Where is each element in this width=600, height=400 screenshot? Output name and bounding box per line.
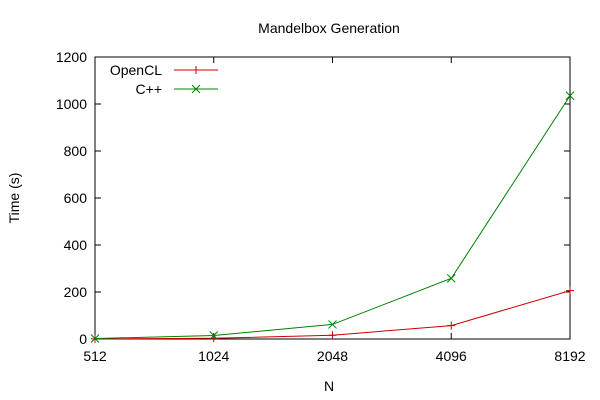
marker-stroke xyxy=(209,331,219,340)
series-line xyxy=(94,95,571,340)
plot-area-frame xyxy=(94,56,571,340)
y-tick-label: 0 xyxy=(79,331,87,347)
legend-marker xyxy=(192,66,200,74)
chart-title: Mandelbox Generation xyxy=(258,20,400,36)
data-point xyxy=(447,321,456,330)
legend-label: OpenCL xyxy=(110,62,162,78)
marker-stroke xyxy=(191,84,201,94)
data-point xyxy=(209,331,219,340)
marker-stroke xyxy=(446,274,456,283)
data-point xyxy=(565,91,575,101)
marker-stroke xyxy=(90,334,100,343)
y-tick-label: 800 xyxy=(64,143,88,159)
data-point xyxy=(90,334,100,343)
legend: OpenCL C++ xyxy=(110,62,218,97)
y-tick-label: 1000 xyxy=(56,96,87,112)
legend-marker xyxy=(191,84,201,94)
x-tick-label: 2048 xyxy=(317,348,348,364)
y-tick-label: 1200 xyxy=(56,49,87,65)
series-c xyxy=(90,91,575,343)
series-opencl xyxy=(91,286,574,343)
y-axis-label: Time (s) xyxy=(6,173,22,224)
legend-label: C++ xyxy=(136,81,162,97)
x-axis-label: N xyxy=(324,378,334,394)
x-tick-label: 4096 xyxy=(436,348,467,364)
data-point xyxy=(446,274,456,283)
x-tick-label: 8192 xyxy=(554,348,585,364)
y-tick-label: 200 xyxy=(64,284,88,300)
marker-stroke xyxy=(328,320,337,329)
x-tick-label: 512 xyxy=(83,348,107,364)
data-point xyxy=(328,331,337,340)
x-tick-label: 1024 xyxy=(198,348,229,364)
data-point xyxy=(566,286,574,295)
y-tick-label: 400 xyxy=(64,237,88,253)
data-point xyxy=(328,320,337,329)
marker-stroke xyxy=(565,91,575,101)
y-tick-label: 600 xyxy=(64,190,88,206)
